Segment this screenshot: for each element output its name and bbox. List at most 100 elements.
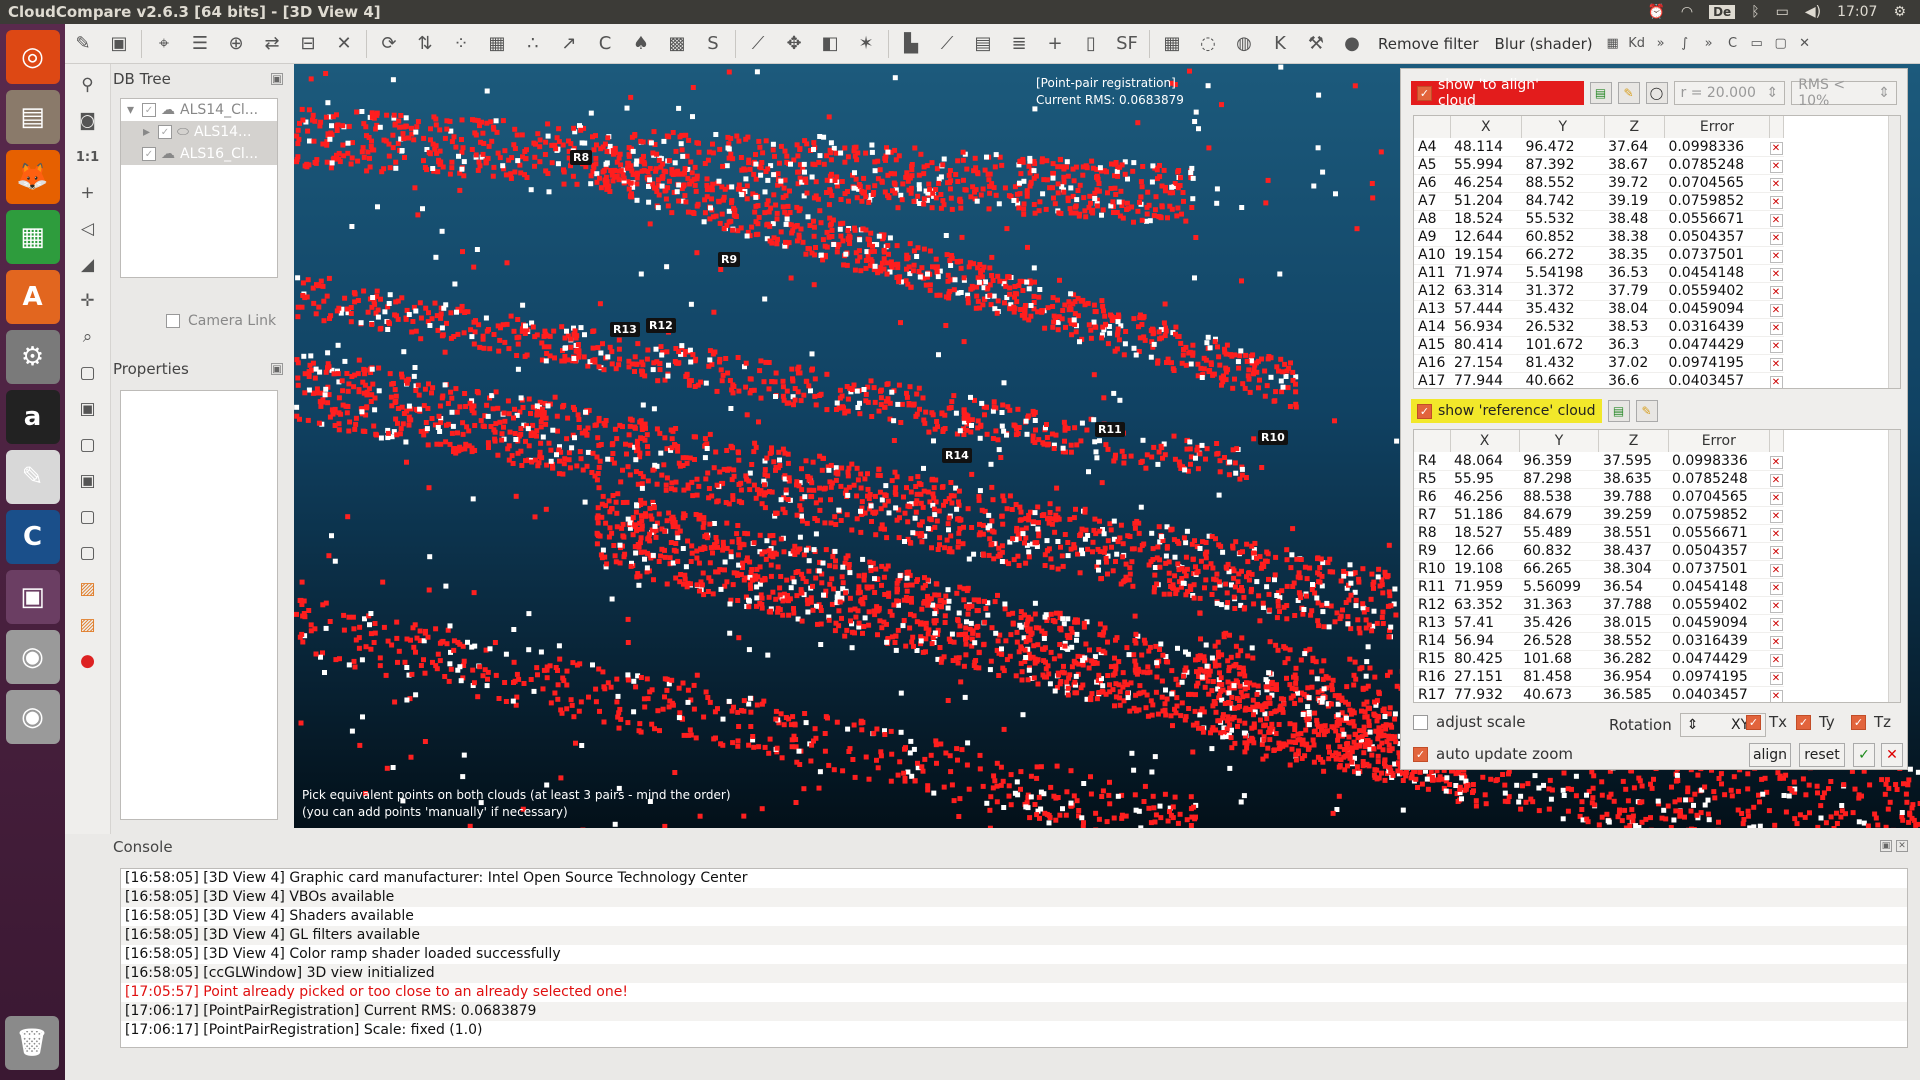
search-icon[interactable]: ⌕ bbox=[82, 327, 93, 347]
value-cell[interactable]: 0.0454148 bbox=[1668, 578, 1770, 597]
value-cell[interactable]: 19.108 bbox=[1450, 560, 1520, 579]
value-cell[interactable]: 31.372 bbox=[1521, 282, 1605, 301]
histogram-icon[interactable]: ▙ bbox=[904, 33, 918, 54]
value-cell[interactable]: 12.644 bbox=[1450, 228, 1522, 247]
value-cell[interactable]: 12.66 bbox=[1450, 542, 1520, 561]
value-cell[interactable]: 0.0974195 bbox=[1668, 668, 1770, 687]
view-right-icon[interactable]: ▢ bbox=[79, 507, 96, 527]
view-bottom-icon[interactable]: ▢ bbox=[79, 543, 96, 563]
value-cell[interactable]: 80.414 bbox=[1450, 336, 1522, 355]
move-icon[interactable]: ✛ bbox=[80, 291, 95, 311]
value-cell[interactable]: 66.272 bbox=[1521, 246, 1605, 265]
visibility-checkbox[interactable]: ✓ bbox=[158, 125, 172, 139]
table-row[interactable]: R17 77.932 40.673 36.585 0.0403457 ✕ bbox=[1414, 686, 1784, 702]
clock[interactable]: 17:07 bbox=[1837, 4, 1878, 20]
column-header-z[interactable]: Z bbox=[1598, 430, 1669, 452]
value-cell[interactable]: 19.154 bbox=[1450, 246, 1522, 265]
delete-point-icon[interactable]: ✕ bbox=[1769, 340, 1783, 353]
delete-point-icon[interactable]: ✕ bbox=[1769, 268, 1783, 281]
value-cell[interactable]: 31.363 bbox=[1519, 596, 1599, 615]
delete-icon[interactable]: ✕ bbox=[336, 33, 352, 54]
delete-point-icon[interactable]: ✕ bbox=[1769, 304, 1783, 317]
table-row[interactable]: R16 27.151 81.458 36.954 0.0974195 ✕ bbox=[1414, 668, 1784, 687]
kd-icon[interactable]: Kd bbox=[1628, 36, 1645, 51]
value-cell[interactable]: 36.282 bbox=[1598, 650, 1669, 669]
point-tag-r12[interactable]: R12 bbox=[646, 318, 676, 333]
table-row[interactable]: R6 46.256 88.538 39.788 0.0704565 ✕ bbox=[1414, 488, 1784, 507]
delete-point-icon[interactable]: ✕ bbox=[1769, 141, 1783, 155]
table-row[interactable]: R13 57.41 35.426 38.015 0.0459094 ✕ bbox=[1414, 614, 1784, 633]
more-icon[interactable]: » bbox=[1704, 36, 1713, 51]
align-icon[interactable]: ⇅ bbox=[417, 33, 433, 54]
value-cell[interactable]: 0.0459094 bbox=[1664, 300, 1770, 319]
value-cell[interactable]: 0.0998336 bbox=[1668, 452, 1770, 471]
value-cell[interactable]: 66.265 bbox=[1519, 560, 1599, 579]
alarm-clock-icon[interactable]: ⏰ bbox=[1647, 4, 1665, 20]
grid-icon[interactable]: ▤ bbox=[974, 33, 992, 54]
view-left-icon[interactable]: ▢ bbox=[79, 435, 96, 455]
k-icon[interactable]: K bbox=[1274, 33, 1286, 54]
value-cell[interactable]: 0.0474429 bbox=[1668, 650, 1770, 669]
perspective-icon[interactable]: ◁ bbox=[80, 219, 95, 239]
list-icon[interactable]: ▤ bbox=[1589, 82, 1612, 104]
column-header-y[interactable]: Y bbox=[1521, 116, 1605, 138]
table-row[interactable]: R15 80.425 101.68 36.282 0.0474429 ✕ bbox=[1414, 650, 1784, 669]
delete-point-icon[interactable]: ✕ bbox=[1769, 474, 1783, 487]
value-cell[interactable]: 39.72 bbox=[1604, 174, 1665, 193]
value-cell[interactable]: 38.437 bbox=[1598, 542, 1669, 561]
open-icon[interactable]: ✎ bbox=[75, 33, 91, 54]
close-icon[interactable]: ▣ bbox=[271, 73, 283, 85]
value-cell[interactable]: 36.6 bbox=[1604, 372, 1665, 388]
value-cell[interactable]: 5.56099 bbox=[1519, 578, 1599, 597]
value-cell[interactable]: 60.832 bbox=[1519, 542, 1599, 561]
point-cloud-canvas[interactable] bbox=[294, 64, 1920, 828]
tz-checkbox[interactable]: ✓ bbox=[1851, 714, 1866, 730]
value-cell[interactable]: 63.314 bbox=[1450, 282, 1522, 301]
value-cell[interactable]: 37.788 bbox=[1598, 596, 1669, 615]
delete-point-icon[interactable]: ✕ bbox=[1769, 250, 1783, 263]
value-cell[interactable]: 35.426 bbox=[1519, 614, 1599, 633]
delete-point-icon[interactable]: ✕ bbox=[1769, 690, 1783, 702]
validate-check-icon[interactable]: ✓ bbox=[1853, 743, 1875, 767]
adjust-scale-row[interactable]: adjust scale bbox=[1413, 713, 1526, 731]
stack-icon[interactable]: ≣ bbox=[1011, 33, 1027, 54]
ring-icon[interactable]: ◌ bbox=[1200, 33, 1216, 54]
value-cell[interactable]: 51.204 bbox=[1450, 192, 1522, 211]
expand-arrow-icon[interactable]: ▸ bbox=[143, 124, 151, 140]
value-cell[interactable]: 77.932 bbox=[1450, 686, 1520, 702]
value-cell[interactable]: 38.38 bbox=[1604, 228, 1665, 247]
value-cell[interactable]: 0.0704565 bbox=[1668, 488, 1770, 507]
value-cell[interactable]: 51.186 bbox=[1450, 506, 1520, 525]
delete-point-icon[interactable]: ✕ bbox=[1769, 286, 1783, 299]
show-align-checkbox[interactable]: ✓ bbox=[1417, 85, 1432, 101]
point-tag-r13[interactable]: R13 bbox=[610, 322, 640, 337]
table-row[interactable]: A15 80.414 101.672 36.3 0.0474429 ✕ bbox=[1414, 336, 1784, 355]
restore-icon[interactable]: ▢ bbox=[1774, 36, 1787, 51]
value-cell[interactable]: 38.35 bbox=[1604, 246, 1665, 265]
table-row[interactable]: A11 71.974 5.54198 36.53 0.0454148 ✕ bbox=[1414, 264, 1784, 283]
value-cell[interactable]: 0.0504357 bbox=[1664, 228, 1770, 247]
value-cell[interactable]: 39.259 bbox=[1598, 506, 1669, 525]
value-cell[interactable]: 0.0556671 bbox=[1668, 524, 1770, 543]
save-icon[interactable]: ▣ bbox=[110, 33, 128, 54]
cloudcompare-icon[interactable]: C bbox=[1728, 36, 1738, 51]
cc-icon[interactable]: ▦ bbox=[1606, 36, 1619, 51]
value-cell[interactable]: 84.679 bbox=[1519, 506, 1599, 525]
point-tag-r8[interactable]: R8 bbox=[570, 150, 593, 165]
float-icon[interactable]: ▣ bbox=[1880, 840, 1892, 852]
value-cell[interactable]: 0.0974195 bbox=[1664, 354, 1770, 373]
delete-point-icon[interactable]: ✕ bbox=[1769, 546, 1783, 559]
value-cell[interactable]: 38.67 bbox=[1604, 156, 1665, 175]
sf-icon[interactable]: SF bbox=[1116, 33, 1138, 54]
show-reference-cloud-toggle[interactable]: ✓ show 'reference' cloud bbox=[1411, 399, 1602, 423]
value-cell[interactable]: 87.392 bbox=[1521, 156, 1605, 175]
ty-toggle[interactable]: ✓ Ty bbox=[1796, 713, 1835, 731]
delete-point-icon[interactable]: ✕ bbox=[1769, 232, 1783, 245]
value-cell[interactable]: 46.256 bbox=[1450, 488, 1520, 507]
point-tag-r14[interactable]: R14 bbox=[942, 448, 972, 463]
column-header-x[interactable]: X bbox=[1450, 430, 1520, 452]
launcher-text-editor-icon[interactable]: ✎ bbox=[5, 450, 60, 504]
value-cell[interactable]: 96.359 bbox=[1519, 452, 1599, 471]
value-cell[interactable]: 36.3 bbox=[1604, 336, 1665, 355]
delete-point-icon[interactable]: ✕ bbox=[1769, 600, 1783, 613]
